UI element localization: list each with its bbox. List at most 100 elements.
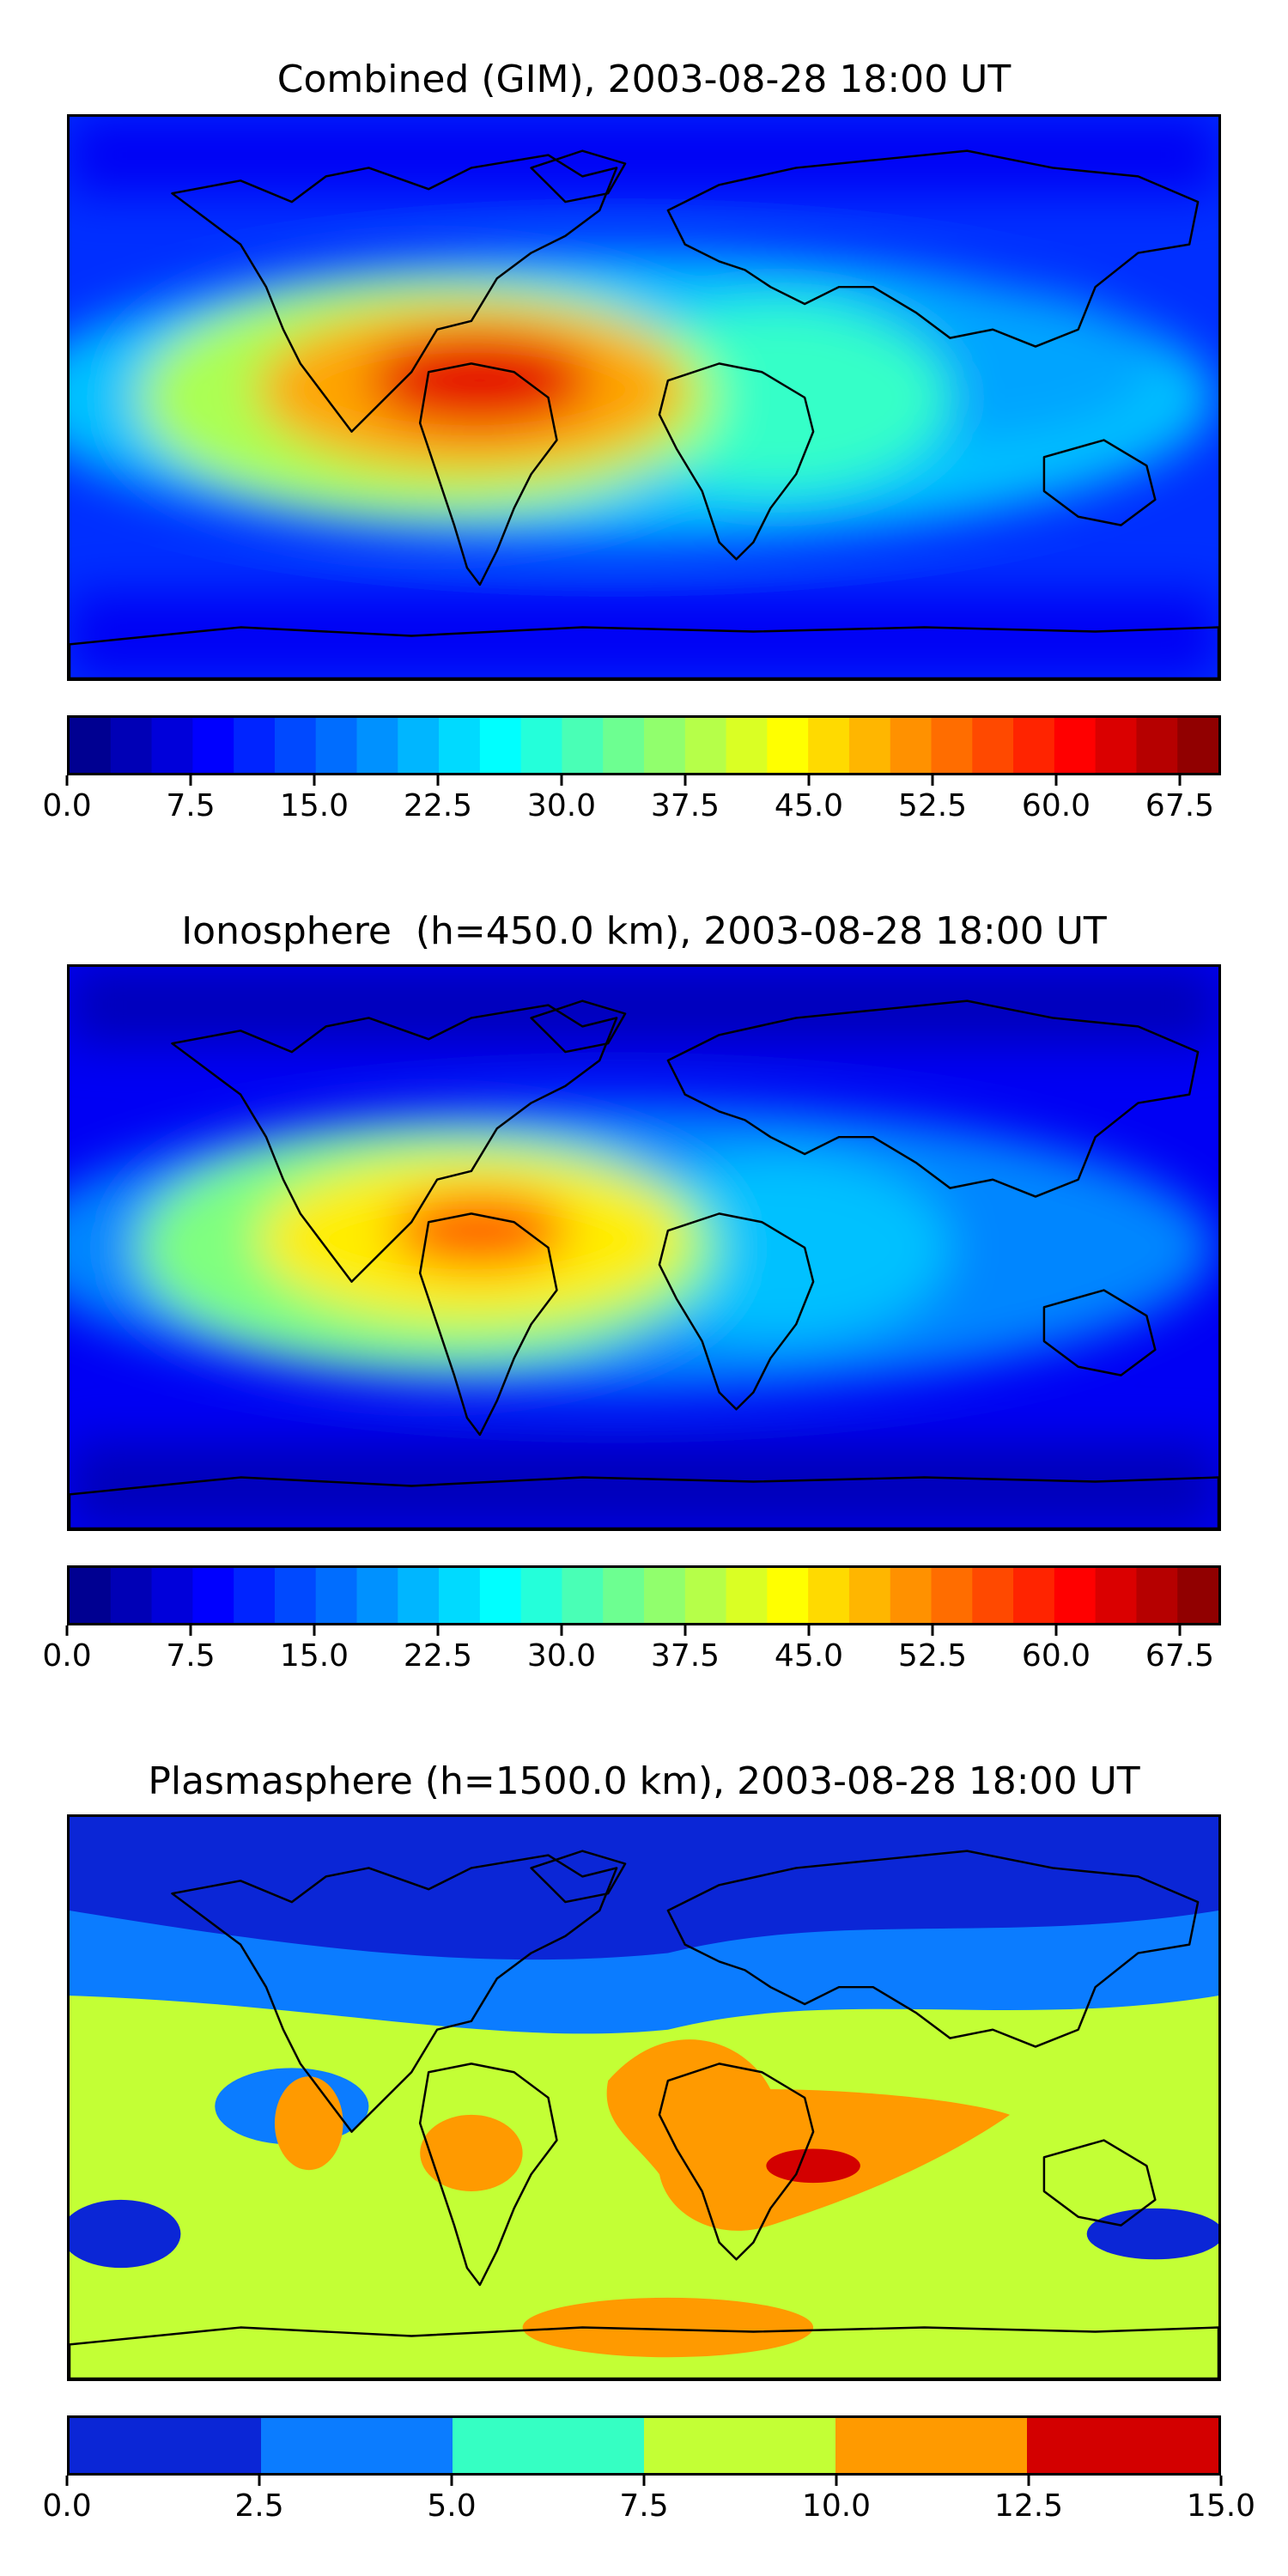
- colorbar-bin: [972, 718, 1014, 773]
- colorbar-tick-mark: [560, 1625, 563, 1636]
- colorbar-tick-label: 60.0: [1021, 1638, 1091, 1674]
- colorbar-tick-mark: [436, 1625, 440, 1636]
- colorbar-tick-mark: [1219, 2476, 1223, 2486]
- colorbar-bin: [234, 718, 276, 773]
- coastline-6: [530, 1850, 627, 1904]
- colorbar-bin: [1136, 718, 1178, 773]
- colorbar-tick-mark: [313, 775, 316, 786]
- colorbar-tick-label: 7.5: [166, 1638, 216, 1674]
- colorbar-bin: [1177, 1568, 1218, 1623]
- colorbar-tick-label: 52.5: [897, 1638, 968, 1674]
- coastline-2: [658, 1212, 815, 1411]
- colorbar-bin: [234, 1568, 276, 1623]
- colorbar-bin: [684, 1568, 727, 1623]
- colorbar-bin: [274, 1568, 317, 1623]
- coastline-1: [418, 2063, 558, 2287]
- colorbar-bin: [726, 1568, 768, 1623]
- heat-north: [70, 967, 1218, 1044]
- coastline-1: [418, 362, 558, 586]
- colorbar-tick-label: 67.5: [1145, 788, 1215, 823]
- plasma-patch-3: [522, 2297, 814, 2358]
- coastline-6: [530, 999, 627, 1054]
- colorbar-bin: [644, 2418, 836, 2473]
- colorbar-bin: [890, 1568, 933, 1623]
- colorbar-bin: [398, 1568, 440, 1623]
- colorbar-tick-mark: [1027, 2476, 1030, 2486]
- colorbar-bin: [1013, 718, 1055, 773]
- colorbar-tick-mark: [931, 1625, 934, 1636]
- colorbar-bin: [1095, 1568, 1138, 1623]
- colorbar-bin: [315, 718, 358, 773]
- colorbar-tick-label: 0.0: [42, 1638, 92, 1674]
- coastline-5: [70, 626, 1218, 678]
- colorbar-bin: [726, 718, 768, 773]
- coastline-0: [171, 1854, 618, 2133]
- colorbar-bin: [274, 718, 317, 773]
- chart-title: Plasmasphere (h=1500.0 km), 2003-08-28 1…: [148, 1759, 1140, 1803]
- colorbar-tick-label: 60.0: [1021, 788, 1091, 823]
- coastline-0: [171, 154, 618, 433]
- coastline-3: [666, 149, 1200, 348]
- heatmap-combined: [70, 117, 1218, 678]
- colorbar-gradient: [70, 718, 1218, 773]
- colorbar-tick-mark: [450, 2476, 453, 2486]
- colorbar-bin: [644, 1568, 686, 1623]
- colorbar-tick-mark: [807, 1625, 811, 1636]
- colorbar-bin: [931, 718, 973, 773]
- colorbar-bin: [479, 718, 522, 773]
- colorbar-bin: [1177, 718, 1218, 773]
- colorbar-tick-label: 37.5: [650, 788, 720, 823]
- plasma-africa: [606, 2039, 1011, 2231]
- colorbar-tick-mark: [436, 775, 440, 786]
- colorbar-bin: [192, 1568, 234, 1623]
- colorbar-tick-mark: [683, 1625, 687, 1636]
- coastline-0: [171, 1004, 618, 1283]
- colorbar-bin: [356, 718, 398, 773]
- coastline-4: [1042, 439, 1157, 526]
- colorbar-bin: [808, 718, 850, 773]
- colorbar-tick-label: 30.0: [526, 1638, 597, 1674]
- chart-title: Combined (GIM), 2003-08-28 18:00 UT: [276, 58, 1012, 101]
- colorbar-bin: [70, 718, 112, 773]
- colorbar-tick-mark: [1054, 1625, 1058, 1636]
- colorbar-tick-mark: [807, 775, 811, 786]
- colorbar-bin: [931, 1568, 973, 1623]
- colorbar-tick-mark: [65, 775, 69, 786]
- colorbar-tick-label: 15.0: [279, 1638, 349, 1674]
- chart-title: Ionosphere (h=450.0 km), 2003-08-28 18:0…: [181, 909, 1107, 953]
- colorbar-tick-label: 30.0: [526, 788, 597, 823]
- colorbar-tick-label: 2.5: [234, 2488, 284, 2524]
- colorbar-tick-label: 10.0: [801, 2488, 872, 2524]
- colorbar-tick-mark: [683, 775, 687, 786]
- colorbar-bin: [439, 1568, 481, 1623]
- colorbar-tick-label: 22.5: [403, 788, 473, 823]
- plasma-patch-1: [274, 2076, 343, 2171]
- colorbar-tick-mark: [931, 775, 934, 786]
- coastline-1: [418, 1212, 558, 1437]
- colorbar-bin: [261, 2418, 453, 2473]
- heatmap-plasmasphere: [70, 1817, 1218, 2379]
- colorbar-tick-label: 5.0: [427, 2488, 477, 2524]
- colorbar-bin: [356, 1568, 398, 1623]
- colorbar-tick-mark: [1178, 775, 1182, 786]
- coastline-6: [530, 149, 627, 204]
- colorbar-bin: [110, 1568, 153, 1623]
- colorbar-tick-label: 15.0: [1186, 2488, 1256, 2524]
- colorbar-bin: [603, 1568, 645, 1623]
- colorbar-tick-mark: [65, 2476, 69, 2486]
- colorbar-bin: [972, 1568, 1014, 1623]
- colorbar-bin: [439, 718, 481, 773]
- colorbar-bin: [848, 718, 891, 773]
- coastline-2: [658, 362, 815, 561]
- plasma-north-high: [70, 1817, 1218, 1960]
- colorbar-bin: [70, 2418, 262, 2473]
- plasma-low-west: [70, 2199, 181, 2269]
- colorbar-tick-label: 0.0: [42, 788, 92, 823]
- colorbar-tick-label: 22.5: [403, 1638, 473, 1674]
- colorbar-tick-label: 67.5: [1145, 1638, 1215, 1674]
- colorbar-tick-mark: [189, 775, 192, 786]
- colorbar-bin: [479, 1568, 522, 1623]
- heat-south: [70, 592, 1218, 678]
- colorbar-tick-label: 37.5: [650, 1638, 720, 1674]
- coastline-5: [70, 2326, 1218, 2379]
